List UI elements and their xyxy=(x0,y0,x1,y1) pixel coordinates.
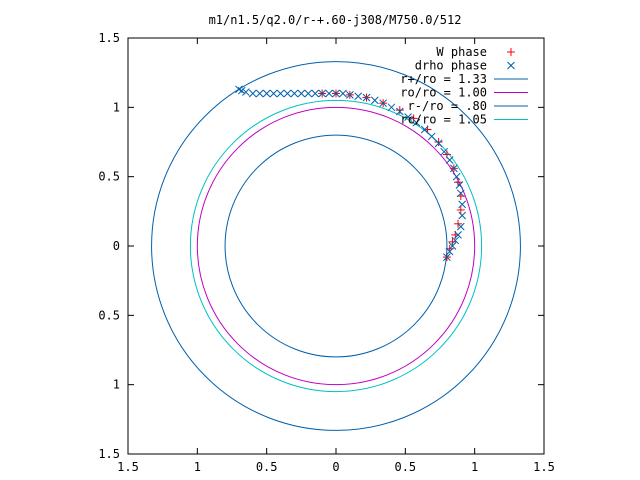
drho-phase-point xyxy=(318,89,326,98)
drho-phase-point xyxy=(448,242,457,250)
drho-phase-point xyxy=(297,89,306,98)
drho-phase-point xyxy=(290,89,299,98)
circle-3 xyxy=(189,99,483,393)
w-phase-point xyxy=(395,106,404,115)
drho-phase-point xyxy=(456,222,465,231)
x-tick-label: 1.5 xyxy=(533,460,555,474)
drho-phase-point xyxy=(370,96,379,105)
drho-phase-point xyxy=(404,113,412,121)
axis-ticks: 1.5 1 0.5 0 0.5 1 1.51.510.500.511.5 xyxy=(98,31,555,474)
drho-phase-point xyxy=(445,156,454,164)
x-tick-label: 1.5 xyxy=(117,460,139,474)
drho-phase-point xyxy=(458,200,467,209)
drho-phase-point xyxy=(458,211,467,220)
x-tick-label: 0.5 xyxy=(394,460,416,474)
legend-plus-marker xyxy=(507,48,515,56)
drho-phase-point xyxy=(276,89,285,98)
drho-phase-point xyxy=(311,89,320,98)
data-points xyxy=(235,85,467,262)
drho-phase-point xyxy=(325,89,333,98)
y-tick-label: 1 xyxy=(113,100,120,114)
legend-label: ro/ro = 1.00 xyxy=(400,86,487,100)
legend-label: r-/ro = .80 xyxy=(408,99,487,113)
circle-2 xyxy=(224,134,448,358)
w-phase-point xyxy=(454,178,463,187)
drho-phase-point xyxy=(456,189,465,198)
legend-x-marker xyxy=(507,61,515,70)
reference-circles xyxy=(151,61,521,431)
legend-label: drho phase xyxy=(415,59,487,73)
y-tick-label: 0 xyxy=(113,239,120,253)
drho-phase-point xyxy=(452,172,461,181)
x-tick-label: 0 xyxy=(332,460,339,474)
circle-1 xyxy=(196,106,476,386)
w-phase-point xyxy=(448,237,457,246)
drho-phase-point xyxy=(454,231,462,239)
drho-phase-point xyxy=(346,90,354,99)
legend-label: W phase xyxy=(436,45,487,59)
drho-phase-point xyxy=(269,89,278,98)
y-tick-label: 0.5 xyxy=(98,170,120,184)
chart-title: m1/n1.5/q2.0/r-+.60-j308/M750.0/512 xyxy=(209,13,462,27)
drho-phase-point xyxy=(255,89,264,98)
drho-phase-point xyxy=(434,139,443,148)
legend-label: rc/ro = 1.05 xyxy=(400,113,487,127)
circle-0 xyxy=(151,61,521,431)
drho-phase-point xyxy=(304,89,313,98)
drho-phase-point xyxy=(242,88,250,96)
w-phase-point xyxy=(434,138,443,146)
drho-phase-point xyxy=(451,236,460,245)
drho-phase-point xyxy=(332,89,340,98)
drho-phase-point xyxy=(440,147,449,156)
drho-phase-point xyxy=(235,85,243,94)
drho-phase-point xyxy=(339,89,347,98)
x-tick-label: 1 xyxy=(194,460,201,474)
y-tick-label: 1.5 xyxy=(98,447,120,461)
drho-phase-point xyxy=(262,89,271,98)
drho-phase-point xyxy=(387,103,396,112)
x-tick-label: 1 xyxy=(471,460,478,474)
drho-phase-point xyxy=(395,107,404,116)
legend-label: r+/ro = 1.33 xyxy=(400,72,487,86)
drho-phase-point xyxy=(248,89,257,98)
drho-phase-point xyxy=(412,118,421,127)
drho-phase-point xyxy=(283,89,292,98)
drho-phase-point xyxy=(362,93,371,102)
y-tick-label: 0.5 xyxy=(98,308,120,322)
y-tick-label: 1.5 xyxy=(98,31,120,45)
drho-phase-point xyxy=(443,253,451,261)
y-tick-label: 1 xyxy=(113,378,120,392)
drho-phase-point xyxy=(427,132,436,141)
drho-phase-point xyxy=(420,125,429,134)
x-tick-label: 0.5 xyxy=(256,460,278,474)
drho-phase-point xyxy=(379,99,388,108)
drho-phase-point xyxy=(450,164,458,173)
w-phase-point xyxy=(456,205,465,214)
drho-phase-point xyxy=(354,92,363,101)
drho-phase-point xyxy=(445,247,454,256)
drho-phase-point xyxy=(455,181,464,189)
w-phase-point xyxy=(409,114,418,123)
